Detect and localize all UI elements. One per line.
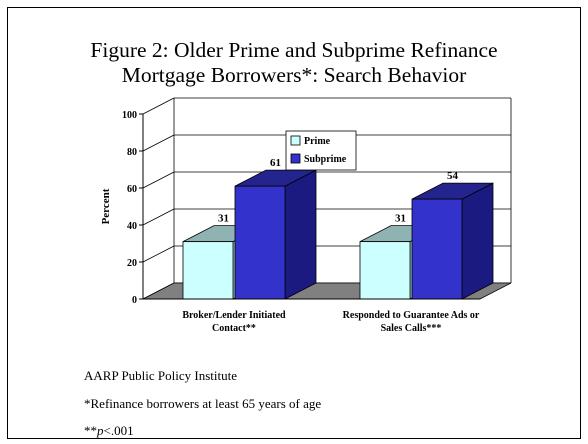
data-label: 31 xyxy=(395,213,406,225)
legend-label: Prime xyxy=(304,136,331,147)
footnote-p-symbol: p xyxy=(97,423,104,438)
bar-side xyxy=(461,182,494,300)
legend-swatch xyxy=(290,135,301,146)
bar xyxy=(182,241,234,300)
source-note: AARP Public Policy Institute xyxy=(84,368,237,383)
y-tick-label: 40 xyxy=(127,221,137,232)
x-tick-label: Contact** xyxy=(212,323,256,334)
legend: Prime Subprime xyxy=(285,130,357,171)
y-tick-label: 100 xyxy=(122,110,137,121)
gridline-side xyxy=(142,97,175,115)
data-label: 54 xyxy=(447,170,459,182)
y-tick-label: 20 xyxy=(127,258,137,269)
gridline-side xyxy=(142,245,175,263)
figure-title-line-2: Mortgage Borrowers*: Search Behavior xyxy=(121,63,467,87)
footnote-age: *Refinance borrowers at least 65 years o… xyxy=(84,396,322,411)
bar xyxy=(411,198,463,300)
data-label: 61 xyxy=(270,157,281,169)
y-tick-label: 60 xyxy=(127,184,137,195)
figure-title: Figure 2: Older Prime and Subprime Refin… xyxy=(0,38,588,88)
y-axis-title: Percent xyxy=(100,188,112,224)
footnote-prefix: ** xyxy=(84,423,97,438)
gridline-side xyxy=(142,171,175,189)
figure-title-line-1: Figure 2: Older Prime and Subprime Refin… xyxy=(90,38,498,62)
footnote-suffix: <.001 xyxy=(103,423,134,438)
y-tick-label: 80 xyxy=(127,147,137,158)
bar xyxy=(234,185,286,300)
data-label: 31 xyxy=(218,213,229,225)
bar-side xyxy=(284,169,317,300)
gridline-side xyxy=(142,134,175,152)
slide-frame xyxy=(7,7,581,439)
x-tick-label: Responded to Guarantee Ads or xyxy=(343,310,480,321)
gridline-side xyxy=(142,208,175,226)
x-tick-label: Broker/Lender Initiated xyxy=(182,310,286,321)
bar xyxy=(359,241,411,300)
x-tick-label: Sales Calls*** xyxy=(381,323,442,334)
y-tick-label: 0 xyxy=(132,295,137,306)
legend-swatch xyxy=(290,153,301,164)
legend-label: Subprime xyxy=(304,154,347,165)
footnote-significance: **p<.001 xyxy=(84,423,134,439)
